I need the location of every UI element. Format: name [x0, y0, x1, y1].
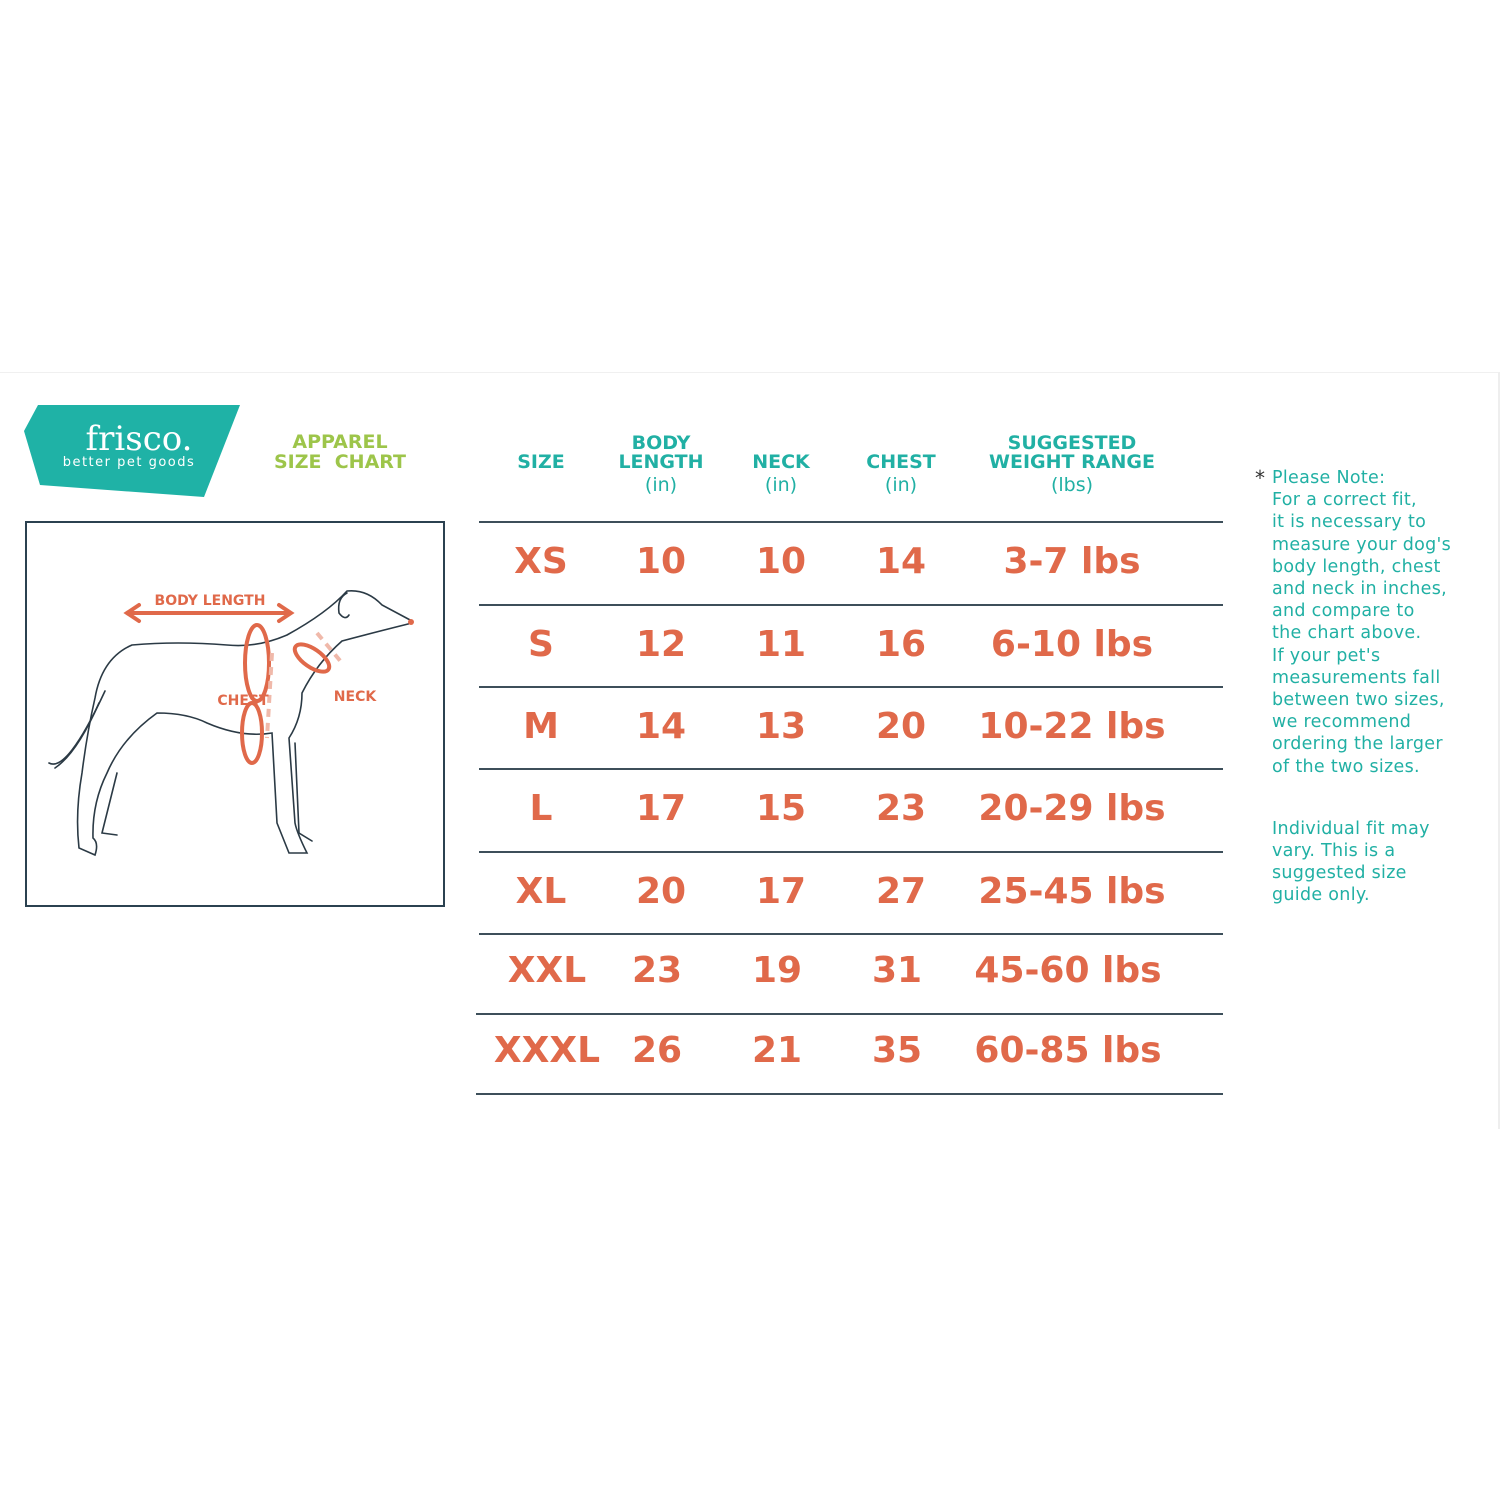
asterisk: * — [1255, 466, 1266, 490]
size-chart-panel — [0, 372, 1500, 1129]
row-divider — [479, 521, 1223, 523]
value-cell: 45-60 lbs — [974, 950, 1162, 991]
value-cell: 10 — [755, 541, 807, 582]
size-cell: XXXL — [493, 1030, 601, 1071]
value-cell: 16 — [875, 624, 927, 665]
logo-name: frisco. — [85, 419, 193, 459]
value-cell: 20-29 lbs — [978, 788, 1166, 829]
note-paragraph-1: Please Note: For a correct fit, it is ne… — [1272, 468, 1452, 777]
value-cell: 23 — [631, 950, 683, 991]
value-cell: 17 — [635, 788, 687, 829]
value-cell: 25-45 lbs — [978, 871, 1166, 912]
value-cell: 3-7 lbs — [1003, 541, 1141, 582]
neck-label: NECK — [334, 689, 378, 705]
header-unit: (in) — [884, 474, 918, 496]
column-header: NECK (in) — [681, 453, 881, 495]
header-title: CHEST — [866, 451, 936, 473]
header-unit: (in) — [644, 474, 678, 496]
size-cell: XS — [514, 541, 568, 582]
value-cell: 11 — [755, 624, 807, 665]
note-paragraph-2: Individual fit may vary. This is a sugge… — [1272, 818, 1430, 906]
value-cell: 13 — [755, 706, 807, 747]
row-divider — [479, 768, 1223, 770]
value-cell: 19 — [751, 950, 803, 991]
value-cell: 21 — [751, 1030, 803, 1071]
dog-measurement-diagram: BODY LENGTH CHEST NECK — [25, 521, 445, 907]
value-cell: 20 — [875, 706, 927, 747]
header-title: SUGGESTED WEIGHT RANGE — [989, 432, 1155, 473]
value-cell: 14 — [635, 706, 687, 747]
header-unit: (in) — [764, 474, 798, 496]
frisco-logo: frisco. better pet goods — [24, 405, 240, 497]
please-note: * Please Note: For a correct fit, it is … — [1255, 466, 1478, 907]
size-cell: M — [523, 706, 559, 747]
size-cell: XL — [515, 871, 567, 912]
value-cell: 14 — [875, 541, 927, 582]
column-header: BODY LENGTH (in) — [561, 434, 761, 495]
value-cell: 15 — [755, 788, 807, 829]
body-length-label: BODY LENGTH — [155, 593, 266, 609]
dog-illustration: BODY LENGTH CHEST NECK — [48, 589, 414, 857]
size-cell: L — [529, 788, 553, 829]
header-title: SIZE — [517, 451, 565, 473]
header-unit: (lbs) — [1050, 474, 1094, 496]
value-cell: 23 — [875, 788, 927, 829]
value-cell: 17 — [755, 871, 807, 912]
row-divider — [479, 851, 1223, 853]
value-cell: 27 — [875, 871, 927, 912]
value-cell: 20 — [635, 871, 687, 912]
row-divider — [479, 604, 1223, 606]
row-divider — [476, 1013, 1223, 1015]
title-line-1: APPAREL — [292, 431, 388, 453]
size-cell: S — [528, 624, 554, 665]
header-title: NECK — [752, 451, 810, 473]
chest-label: CHEST — [217, 693, 269, 709]
column-header: SIZE — [441, 453, 641, 472]
size-cell: XXL — [507, 950, 587, 991]
value-cell: 60-85 lbs — [974, 1030, 1162, 1071]
column-header: CHEST (in) — [801, 453, 1001, 495]
chart-title: APPAREL SIZE CHART — [270, 432, 410, 472]
value-cell: 26 — [631, 1030, 683, 1071]
title-line-2: SIZE CHART — [273, 451, 407, 473]
row-divider — [476, 1093, 1223, 1095]
row-divider — [479, 686, 1223, 688]
header-title: BODY LENGTH — [618, 432, 704, 473]
column-header: SUGGESTED WEIGHT RANGE (lbs) — [972, 434, 1172, 495]
value-cell: 12 — [635, 624, 687, 665]
row-divider — [479, 933, 1223, 935]
value-cell: 31 — [871, 950, 923, 991]
logo-tagline: better pet goods — [62, 455, 196, 470]
value-cell: 10-22 lbs — [978, 706, 1166, 747]
value-cell: 10 — [635, 541, 687, 582]
value-cell: 35 — [871, 1030, 923, 1071]
value-cell: 6-10 lbs — [990, 624, 1154, 665]
